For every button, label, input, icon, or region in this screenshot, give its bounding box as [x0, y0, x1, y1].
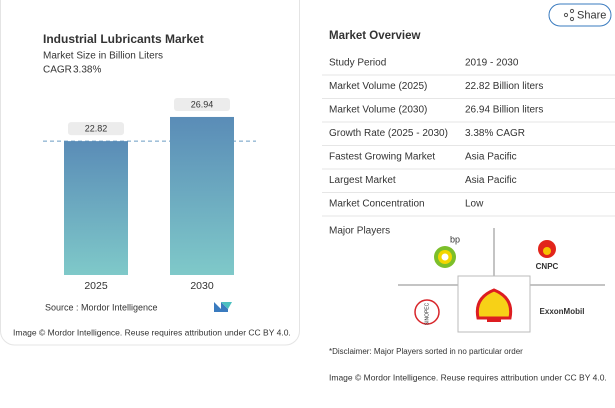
row-value: Asia Pacific	[465, 175, 517, 186]
exxonmobil-text: ExxonMobil	[540, 307, 585, 316]
row-label: Largest Market	[329, 175, 396, 186]
cagr-label: CAGR	[43, 65, 72, 76]
chart-subtitle: Market Size in Billion Liters	[43, 51, 163, 62]
cagr-value: 3.38%	[73, 65, 101, 76]
row-value: 3.38% CAGR	[465, 128, 525, 139]
row-value: Low	[465, 199, 484, 210]
x-tick-label: 2025	[84, 280, 108, 292]
x-tick-label: 2030	[190, 280, 214, 292]
share-label[interactable]: Share	[577, 9, 606, 21]
row-value: Asia Pacific	[465, 152, 517, 163]
overview-footer: Image © Mordor Intelligence. Reuse requi…	[329, 372, 607, 382]
bar	[64, 141, 128, 275]
row-label: Fastest Growing Market	[329, 152, 435, 163]
value-label: 26.94	[191, 99, 214, 109]
row-value: 2019 - 2030	[465, 58, 519, 69]
sinopec-logo: SINOPEC	[414, 299, 440, 325]
cnpc-text: CNPC	[536, 262, 559, 271]
bp-text: bp	[450, 234, 460, 244]
players-label: Major Players	[329, 226, 390, 237]
row-label: Market Volume (2030)	[329, 105, 427, 116]
bp-logo: bp	[434, 234, 460, 268]
row-value: 22.82 Billion liters	[465, 81, 543, 92]
bar	[170, 116, 234, 276]
share-button[interactable]: Share	[548, 3, 612, 27]
row-label: Study Period	[329, 58, 386, 69]
chart-title: Industrial Lubricants Market	[43, 32, 204, 46]
value-label: 22.82	[85, 123, 108, 133]
row-label: Growth Rate (2025 - 2030)	[329, 128, 448, 139]
cnpc-logo: CNPC	[536, 240, 559, 271]
row-label: Market Volume (2025)	[329, 81, 427, 92]
shell-logo	[475, 288, 513, 322]
row-label: Market Concentration	[329, 199, 425, 210]
value-label-box	[68, 122, 124, 136]
chart-footer: Image © Mordor Intelligence. Reuse requi…	[13, 327, 291, 337]
sinopec-text: SINOPEC	[424, 302, 430, 325]
disclaimer: *Disclaimer: Major Players sorted in no …	[329, 347, 523, 356]
source: Source : Mordor Intelligence	[45, 302, 158, 312]
overview-title: Market Overview	[329, 30, 420, 42]
row-value: 26.94 Billion liters	[465, 105, 543, 116]
value-label-box	[174, 97, 230, 111]
mordor-logo	[214, 302, 232, 312]
